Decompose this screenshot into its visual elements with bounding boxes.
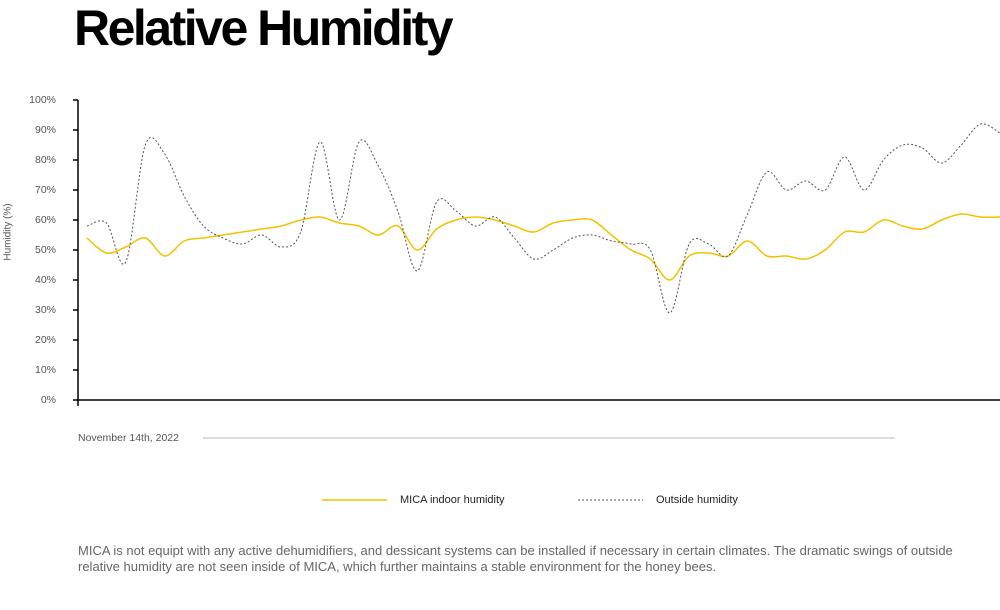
series-line [86,123,1000,314]
series-line [86,213,1000,281]
y-tick-label: 30% [35,304,56,316]
y-tick-label: 90% [35,124,56,136]
legend-label: Outside humidity [656,494,738,506]
y-axis-label: Humidity (%) [3,203,14,260]
y-tick-label: 70% [35,184,56,196]
y-tick-label: 40% [35,274,56,286]
legend-label: MICA indoor humidity [400,494,505,506]
y-tick-label: 20% [35,334,56,346]
y-tick-label: 0% [41,394,56,406]
date-label: November 14th, 2022 [78,432,179,444]
chart-title: Relative Humidity [74,0,454,56]
y-tick-label: 60% [35,214,56,226]
y-tick-label: 10% [35,364,56,376]
y-tick-label: 80% [35,154,56,166]
y-tick-label: 50% [35,244,56,256]
caption: MICA is not equipt with any active dehum… [78,543,953,574]
chart: Relative Humidity Humidity (%) November … [3,0,1000,506]
y-tick-label: 100% [29,94,56,106]
